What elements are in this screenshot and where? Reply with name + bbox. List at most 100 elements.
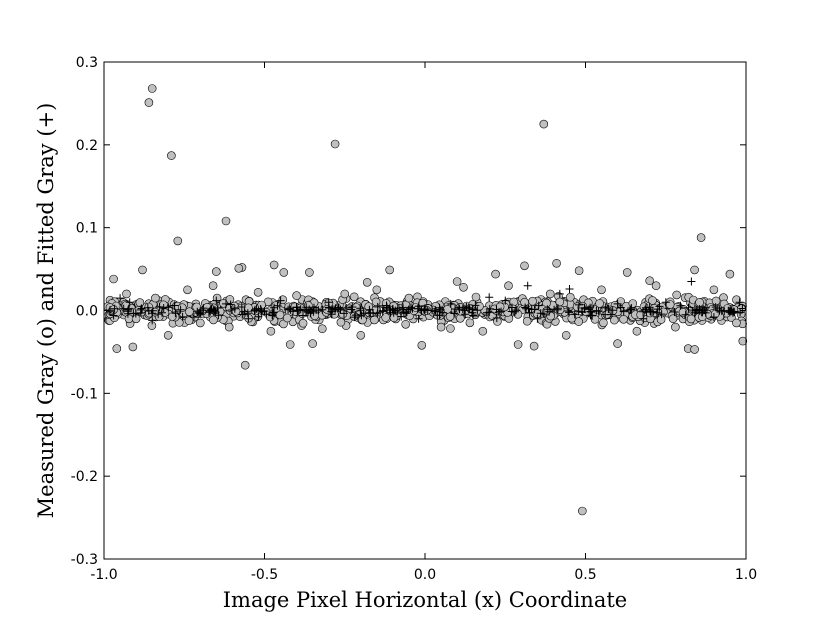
scatter-point-fitted [642, 303, 650, 312]
scatter-point-measured [144, 98, 154, 107]
scatter-point-measured [401, 319, 411, 329]
scatter-point-fitted [350, 313, 359, 322]
scatter-point-fitted [286, 305, 295, 314]
scatter-point-fitted [206, 305, 215, 314]
scatter-point-fitted [331, 305, 339, 314]
scatter-point-fitted [604, 305, 613, 313]
scatter-point-measured [632, 326, 642, 336]
scatter-point-fitted [109, 311, 118, 320]
scatter-point-measured [436, 322, 446, 332]
scatter-point-fitted [586, 307, 595, 316]
scatter-point-fitted [657, 310, 666, 319]
scatter-point-fitted [639, 307, 648, 316]
scatter-point-measured [109, 274, 118, 284]
scatter-point-measured [209, 315, 218, 325]
y-tick-label: -0.2 [71, 469, 98, 485]
scatter-point-fitted [709, 313, 718, 322]
scatter-point-measured [648, 296, 657, 305]
scatter-point-fitted [351, 311, 360, 320]
scatter-point-measured [308, 339, 317, 348]
scatter-point-measured [696, 233, 706, 242]
scatter-point-measured [112, 344, 122, 353]
scatter-point-measured [404, 293, 414, 303]
scatter-point-fitted [565, 308, 574, 317]
scatter-point-fitted [713, 304, 722, 313]
scatter-point-fitted [143, 303, 152, 312]
scatter-point-fitted [144, 306, 153, 315]
scatter-point-measured [224, 322, 234, 332]
scatter-point-fitted [687, 277, 696, 286]
x-tick-label: 1.0 [735, 567, 757, 583]
scatter-point-measured [671, 322, 680, 332]
scatter-point-measured [738, 336, 748, 346]
scatter-point-measured [491, 269, 500, 279]
scatter-point-measured [173, 236, 183, 246]
scatter-point-fitted [627, 304, 636, 312]
scatter-point-fitted [616, 303, 625, 312]
scatter-point-measured [471, 292, 481, 302]
scatter-point-fitted [578, 307, 587, 316]
scatter-point-measured [240, 360, 250, 370]
scatter-point-fitted [553, 305, 562, 314]
scatter-point-measured [371, 297, 381, 307]
scatter-point-fitted [244, 314, 253, 323]
scatter-point-measured [522, 316, 532, 326]
scatter-point-fitted [521, 303, 530, 312]
scatter-point-measured [279, 268, 289, 277]
scatter-point-fitted [565, 285, 574, 293]
scatter-point-fitted [131, 309, 140, 318]
scatter-point-measured [577, 506, 587, 516]
scatter-point-fitted [136, 305, 145, 314]
scatter-point-fitted [435, 303, 444, 312]
scatter-point-fitted [155, 302, 164, 311]
scatter-point-fitted [512, 306, 521, 315]
scatter-point-measured [597, 285, 606, 295]
scatter-point-fitted [639, 314, 648, 323]
scatter-point-fitted [110, 304, 119, 313]
x-tick-label: -1.0 [90, 567, 117, 583]
scatter-point-measured [520, 261, 529, 271]
scatter-point-fitted [285, 304, 294, 313]
scatter-point-fitted [178, 312, 187, 321]
scatter-point-measured [282, 313, 292, 323]
scatter-point-measured [340, 289, 350, 299]
scatter-point-fitted [454, 303, 463, 312]
scatter-point-fitted [473, 306, 482, 315]
y-axis-label: Measured Gray (o) and Fitted Gray (+) [34, 103, 58, 519]
y-tick-label: 0.3 [76, 55, 98, 71]
scatter-point-measured [221, 216, 231, 226]
scatter-point-measured [452, 277, 462, 286]
scatter-point-fitted [455, 305, 464, 314]
scatter-point-fitted [176, 305, 185, 314]
scatter-point-fitted [230, 304, 239, 313]
scatter-point-fitted [525, 308, 534, 317]
axis-ticks: -1.0 -0.5 0.0 0.5 1.0 -0.3 -0.2 -0.1 0.0 0.1 0.2 0.… [71, 55, 757, 583]
scatter-point-fitted [116, 294, 125, 303]
scatter-point-measured [269, 260, 279, 270]
scatter-point-fitted [334, 303, 343, 312]
scatter-point-fitted [507, 307, 516, 316]
x-tick-label: 0.0 [414, 567, 436, 583]
scatter-point-measured [381, 313, 391, 322]
scatter-point-measured [599, 318, 608, 328]
scatter-point-measured [292, 291, 301, 300]
scatter-point-fitted [543, 305, 552, 314]
scatter-point-fitted [413, 304, 422, 313]
scatter-point-fitted [369, 309, 378, 317]
scatter-point-fitted [347, 305, 356, 314]
scatter-point-fitted [276, 296, 285, 305]
scatter-point-fitted [137, 304, 146, 313]
scatter-point-fitted [461, 310, 470, 319]
scatter-point-fitted [430, 307, 439, 316]
scatter-point-measured [574, 317, 584, 326]
scatter-point-fitted [257, 307, 266, 316]
scatter-point-measured [539, 119, 549, 129]
scatter-point-fitted [309, 307, 318, 316]
scatter-point-fitted [724, 306, 733, 315]
scatter-point-fitted [159, 304, 168, 312]
scatter-point-measured [732, 318, 741, 328]
scatter-point-measured [128, 342, 138, 352]
scatter-point-measured [278, 295, 288, 305]
scatter-point-measured [595, 299, 604, 308]
scatter-point-measured [645, 276, 655, 286]
